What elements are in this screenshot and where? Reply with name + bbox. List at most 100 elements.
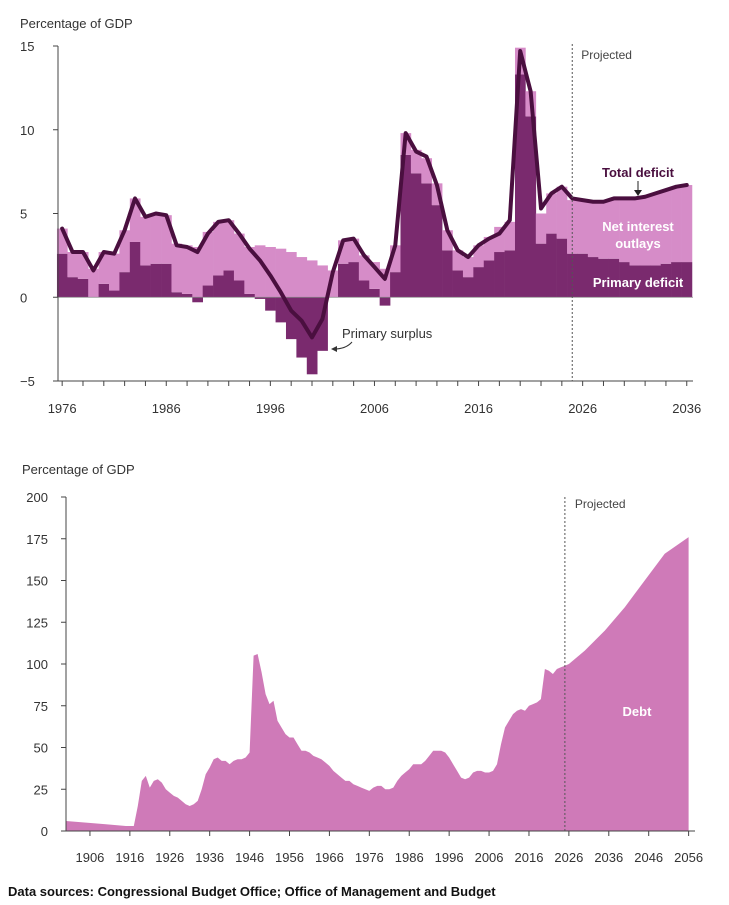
net-interest-bar [161,215,172,264]
data-sources: Data sources: Congressional Budget Offic… [8,884,496,899]
primary-deficit-bar [233,280,245,298]
primary-deficit-bar [129,241,141,298]
net-interest-bar [390,245,401,273]
x-tick-label: 2006 [360,401,389,416]
primary-surplus-bar [254,297,266,299]
primary-deficit-bar [421,183,433,298]
net-interest-bar [98,252,110,284]
primary-surplus-bar [275,297,287,323]
y-tick-label: 25 [34,782,48,797]
net-interest-bar [306,260,318,298]
net-interest-bar [421,158,433,184]
primary-deficit-bar [619,262,630,298]
primary-deficit-bar [452,270,464,298]
net-interest-bar [410,149,422,174]
net-interest-bar [77,252,89,279]
net-interest-bar [338,240,349,264]
primary-deficit-bar [202,285,214,298]
primary-deficit-bar [462,277,474,298]
net-interest-bar [275,248,287,298]
x-tick-label: 1966 [315,850,344,865]
primary-deficit-bar [629,265,641,298]
net-interest-bar [452,250,464,271]
primary-deficit-bar [223,270,235,298]
x-tick-label: 2016 [515,850,544,865]
total-deficit-label: Total deficit [602,165,675,180]
y-tick-label: 75 [34,699,48,714]
primary-deficit-bar [181,293,193,298]
net-interest-bar [140,216,151,266]
net-interest-label: Net interest [602,219,674,234]
y-tick-label: 10 [20,123,34,138]
primary-surplus-bar [192,297,203,303]
primary-deficit-bar [410,173,422,298]
net-interest-bar [181,245,193,294]
net-interest-bar [109,253,120,291]
x-tick-label: 2026 [568,401,597,416]
x-tick-label: 1976 [48,401,77,416]
y-tick-label: 100 [26,657,48,672]
x-tick-label: 2036 [672,401,701,416]
net-interest-bar [129,198,141,242]
net-interest-bar [671,186,682,263]
primary-deficit-bar [244,293,256,298]
net-interest-bar [556,186,568,239]
primary-deficit-bar [56,253,68,298]
x-tick-label: 1976 [355,850,384,865]
primary-deficit-bar [348,262,360,298]
primary-deficit-bar [109,290,120,298]
y-tick-label: 200 [26,490,48,505]
net-interest-bar [483,236,495,261]
y-tick-label: 15 [20,39,34,54]
net-interest-label: outlays [615,236,661,251]
net-interest-bar [67,252,79,278]
y-tick-label: 50 [34,741,48,756]
y-axis-title: Percentage of GDP [20,16,133,31]
net-interest-bar [119,230,131,273]
x-tick-label: 2036 [594,850,623,865]
primary-deficit-bar [338,263,349,298]
primary-surplus-bar [285,297,297,340]
net-interest-bar [202,231,214,286]
net-interest-bar [608,198,620,259]
primary-surplus-bar [379,297,391,306]
x-tick-label: 1986 [395,850,424,865]
primary-deficit-bar [171,292,183,298]
net-interest-bar [587,201,599,258]
x-tick-label: 2046 [634,850,663,865]
net-interest-bar [317,265,328,298]
projected-label: Projected [581,48,632,62]
net-interest-bar [629,198,641,266]
x-tick-label: 2026 [554,850,583,865]
x-tick-label: 1946 [235,850,264,865]
primary-deficit-bar [546,233,557,298]
primary-deficit-bar [504,250,516,298]
net-interest-bar [369,262,380,289]
net-interest-bar [577,200,589,254]
y-tick-label: 150 [26,574,48,589]
net-interest-bar [233,233,245,281]
primary-deficit-bar [535,243,547,298]
net-interest-bar [213,221,224,276]
primary-deficit-bar [483,260,495,298]
y-tick-label: 175 [26,532,48,547]
primary-deficit-bar [494,252,505,298]
net-interest-bar [265,247,276,298]
x-tick-label: 1926 [155,850,184,865]
net-interest-bar [535,213,547,244]
net-interest-bar [192,247,203,298]
primary-deficit-bar [67,277,79,298]
net-interest-bar [348,238,360,263]
primary-surplus-bar [296,297,308,358]
net-interest-bar [639,196,651,266]
primary-deficit-bar [150,263,162,298]
debt-label: Debt [623,704,653,719]
primary-deficit-bar [431,205,443,298]
net-interest-bar [681,185,693,263]
net-interest-bar [494,226,505,253]
net-interest-bar [254,245,266,298]
net-interest-bar [546,193,557,234]
deficit-chart: 15 10 5 0 −5 1976 1986 1996 2006 2016 2026 2036 Perc… [20,16,701,416]
net-interest-bar [462,257,474,278]
primary-deficit-bar [660,263,672,298]
